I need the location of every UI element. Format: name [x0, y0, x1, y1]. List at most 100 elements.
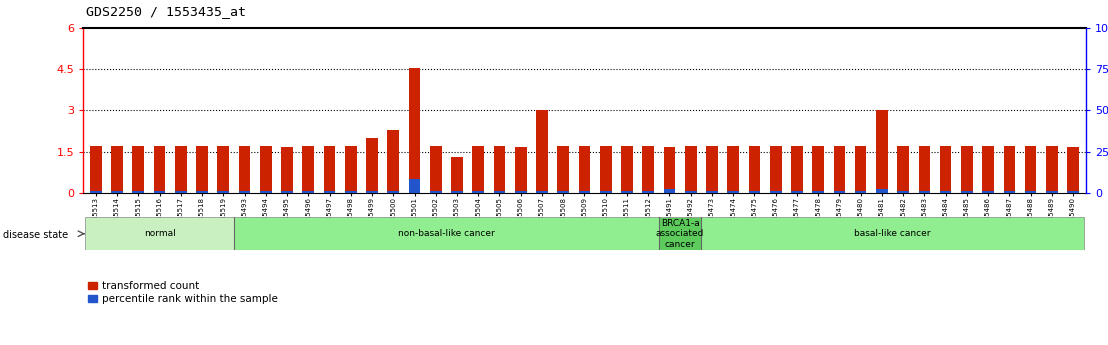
- Bar: [770, 191, 781, 193]
- Bar: [238, 146, 250, 191]
- Bar: [366, 191, 378, 193]
- Bar: [833, 191, 845, 193]
- Bar: [302, 191, 315, 193]
- Bar: [409, 68, 420, 179]
- Bar: [133, 146, 144, 191]
- Bar: [217, 146, 229, 191]
- Bar: [701, 217, 1084, 250]
- Bar: [281, 147, 293, 191]
- Bar: [749, 146, 760, 191]
- Bar: [1004, 146, 1015, 191]
- Bar: [324, 146, 336, 191]
- Bar: [494, 191, 505, 193]
- Bar: [345, 191, 357, 193]
- Bar: [409, 179, 420, 193]
- Bar: [388, 191, 399, 193]
- Bar: [812, 191, 824, 193]
- Bar: [472, 146, 484, 191]
- Bar: [854, 146, 866, 191]
- Bar: [770, 146, 781, 191]
- Bar: [175, 191, 186, 193]
- Text: normal: normal: [144, 229, 175, 238]
- Bar: [557, 191, 570, 193]
- Bar: [557, 146, 570, 191]
- Bar: [238, 191, 250, 193]
- Bar: [897, 146, 909, 191]
- Bar: [812, 146, 824, 191]
- Bar: [876, 189, 888, 193]
- Bar: [685, 146, 697, 191]
- Text: non-basal-like cancer: non-basal-like cancer: [398, 229, 495, 238]
- Bar: [599, 146, 612, 191]
- Bar: [175, 146, 186, 191]
- Bar: [536, 110, 547, 191]
- Bar: [1046, 191, 1058, 193]
- Bar: [451, 157, 463, 191]
- Bar: [578, 191, 591, 193]
- Bar: [494, 146, 505, 191]
- Bar: [133, 191, 144, 193]
- Bar: [536, 191, 547, 193]
- Bar: [1067, 147, 1079, 191]
- Bar: [664, 147, 675, 189]
- Bar: [643, 191, 654, 193]
- Bar: [622, 191, 633, 193]
- Bar: [727, 191, 739, 193]
- Bar: [1067, 191, 1079, 193]
- Bar: [897, 191, 909, 193]
- Bar: [659, 217, 701, 250]
- Bar: [1004, 191, 1015, 193]
- Bar: [388, 130, 399, 191]
- Bar: [154, 146, 165, 191]
- Bar: [643, 146, 654, 191]
- Text: BRCA1-a
associated
cancer: BRCA1-a associated cancer: [656, 219, 705, 249]
- Bar: [366, 138, 378, 191]
- Bar: [664, 189, 675, 193]
- Bar: [727, 146, 739, 191]
- Bar: [1025, 191, 1036, 193]
- Bar: [961, 146, 973, 191]
- Bar: [983, 146, 994, 191]
- Bar: [515, 191, 526, 193]
- Bar: [515, 147, 526, 191]
- Bar: [749, 191, 760, 193]
- Bar: [472, 191, 484, 193]
- Bar: [961, 191, 973, 193]
- Bar: [1046, 146, 1058, 191]
- Bar: [940, 146, 952, 191]
- Bar: [876, 110, 888, 189]
- Bar: [919, 146, 931, 191]
- Bar: [706, 146, 718, 191]
- Bar: [324, 191, 336, 193]
- Bar: [791, 146, 803, 191]
- Bar: [854, 191, 866, 193]
- Bar: [260, 191, 271, 193]
- Bar: [111, 146, 123, 191]
- Bar: [111, 191, 123, 193]
- Bar: [791, 191, 803, 193]
- Text: GDS2250 / 1553435_at: GDS2250 / 1553435_at: [86, 5, 246, 18]
- Bar: [234, 217, 659, 250]
- Bar: [281, 191, 293, 193]
- Bar: [430, 146, 442, 191]
- Bar: [685, 191, 697, 193]
- Bar: [154, 191, 165, 193]
- Bar: [302, 146, 315, 191]
- Bar: [706, 191, 718, 193]
- Bar: [940, 191, 952, 193]
- Bar: [622, 146, 633, 191]
- Bar: [90, 191, 102, 193]
- Legend: transformed count, percentile rank within the sample: transformed count, percentile rank withi…: [89, 281, 278, 304]
- Bar: [345, 146, 357, 191]
- Bar: [599, 191, 612, 193]
- Bar: [833, 146, 845, 191]
- Bar: [451, 191, 463, 193]
- Text: basal-like cancer: basal-like cancer: [854, 229, 931, 238]
- Bar: [90, 146, 102, 191]
- Bar: [85, 217, 234, 250]
- Bar: [217, 191, 229, 193]
- Text: disease state: disease state: [3, 230, 69, 239]
- Bar: [430, 191, 442, 193]
- Bar: [578, 146, 591, 191]
- Bar: [919, 191, 931, 193]
